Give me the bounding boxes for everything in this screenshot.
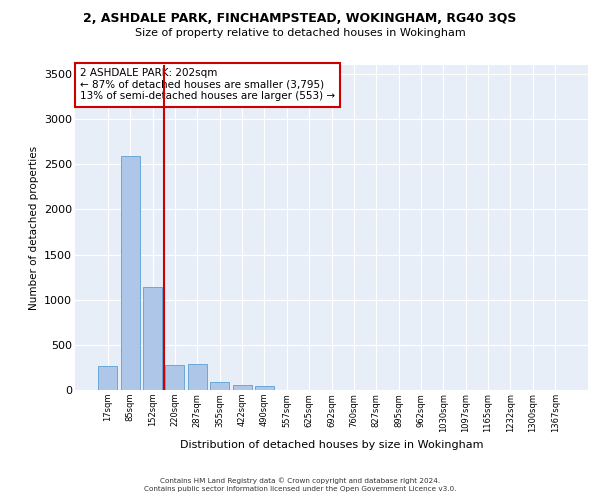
Bar <box>188 364 207 390</box>
X-axis label: Distribution of detached houses by size in Wokingham: Distribution of detached houses by size … <box>180 440 483 450</box>
Bar <box>121 156 140 390</box>
Bar <box>166 364 184 390</box>
Bar <box>233 385 251 390</box>
Text: Size of property relative to detached houses in Wokingham: Size of property relative to detached ho… <box>134 28 466 38</box>
Text: 2 ASHDALE PARK: 202sqm
← 87% of detached houses are smaller (3,795)
13% of semi-: 2 ASHDALE PARK: 202sqm ← 87% of detached… <box>80 68 335 102</box>
Y-axis label: Number of detached properties: Number of detached properties <box>29 146 38 310</box>
Text: 2, ASHDALE PARK, FINCHAMPSTEAD, WOKINGHAM, RG40 3QS: 2, ASHDALE PARK, FINCHAMPSTEAD, WOKINGHA… <box>83 12 517 26</box>
Bar <box>98 366 118 390</box>
Bar <box>255 386 274 390</box>
Bar <box>210 382 229 390</box>
Text: Contains HM Land Registry data © Crown copyright and database right 2024.
Contai: Contains HM Land Registry data © Crown c… <box>144 478 456 492</box>
Bar <box>143 287 162 390</box>
